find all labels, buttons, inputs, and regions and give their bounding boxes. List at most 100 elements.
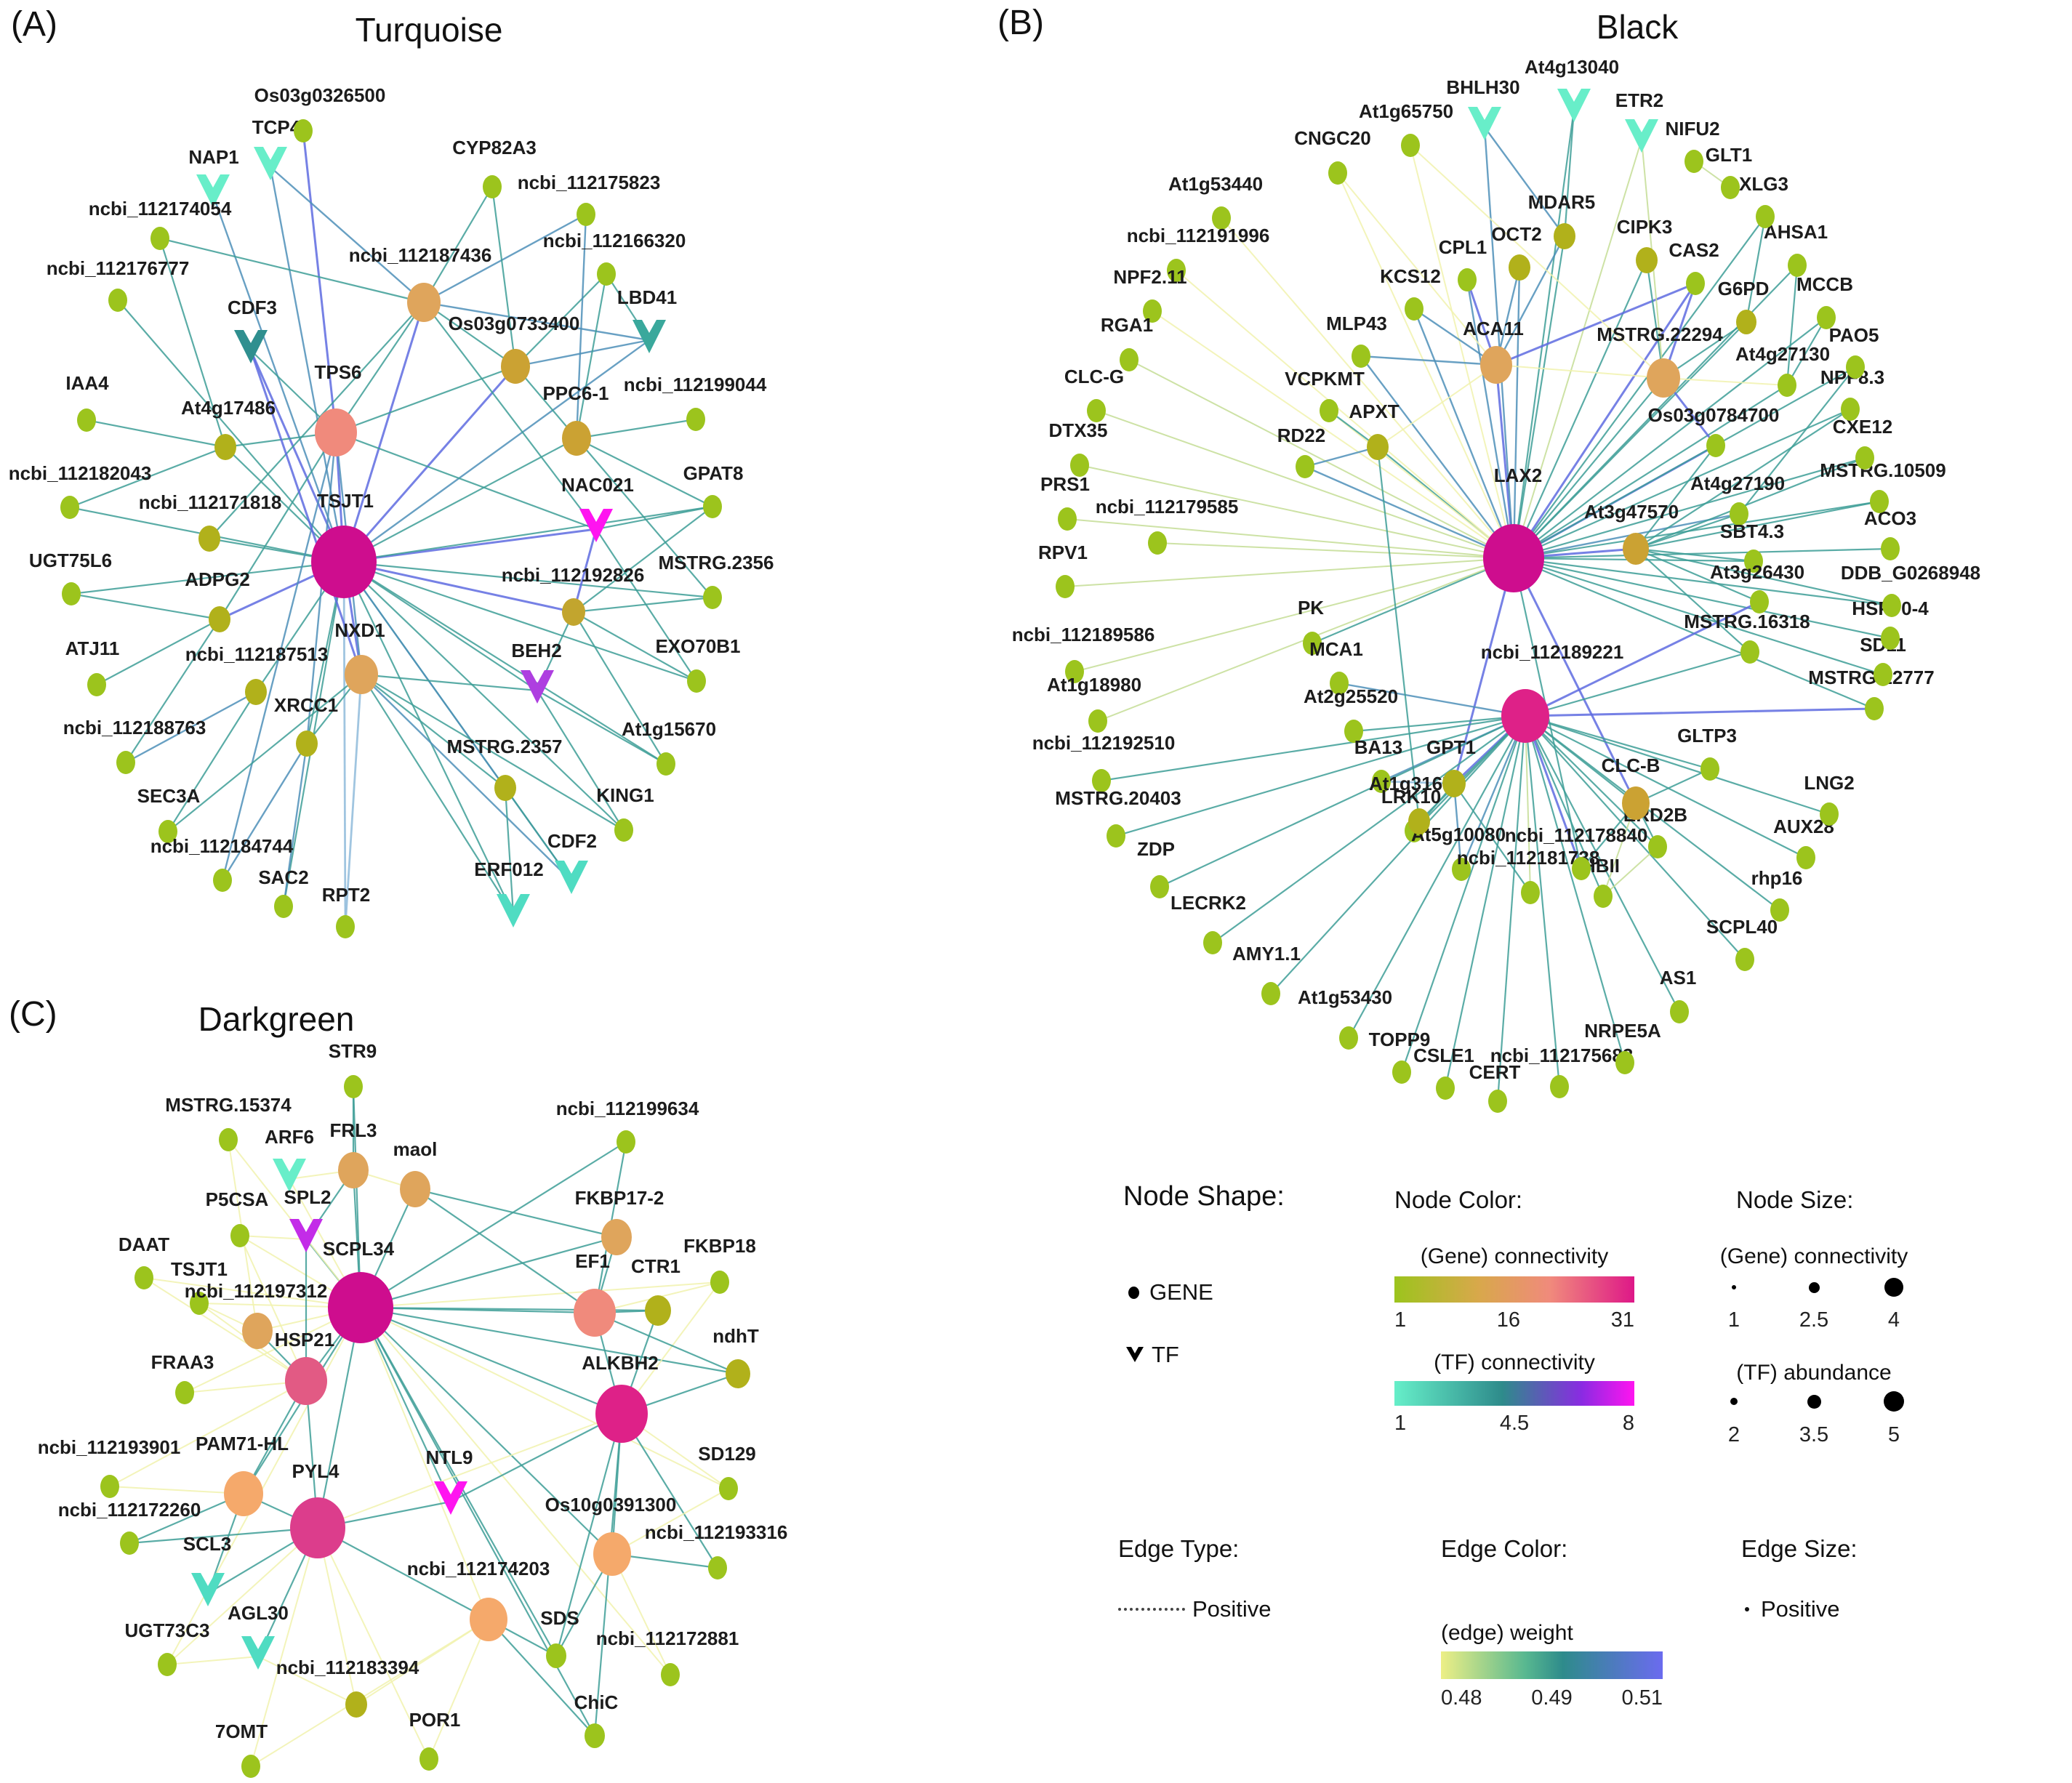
- node-ncbi_112175823[interactable]: [577, 203, 595, 226]
- node-RPT2[interactable]: [336, 915, 355, 938]
- node-ncbi_112174203[interactable]: [470, 1598, 507, 1641]
- node-AHSA1[interactable]: [1788, 254, 1807, 277]
- node-CDF2[interactable]: [555, 861, 588, 894]
- node-At1g31672[interactable]: [1408, 808, 1430, 834]
- node-ncbi_112172260[interactable]: [120, 1532, 139, 1555]
- node-HBII[interactable]: [1594, 885, 1613, 908]
- node-TOPP9[interactable]: [1392, 1060, 1411, 1084]
- node-CPL1[interactable]: [1458, 268, 1477, 291]
- node-MSTRG.16318[interactable]: [1740, 640, 1759, 664]
- node-CLC-B[interactable]: [1622, 786, 1650, 820]
- node-GLT1[interactable]: [1721, 176, 1740, 199]
- node-LBD41[interactable]: [633, 320, 666, 353]
- node-ncbi_112181738[interactable]: [1521, 881, 1540, 904]
- node-VCPKMT[interactable]: [1320, 399, 1338, 422]
- node-ncbi_112193901[interactable]: [100, 1475, 119, 1498]
- node-EF1[interactable]: [574, 1289, 616, 1337]
- node-G6PD[interactable]: [1736, 310, 1756, 334]
- node-MSTRG.20403[interactable]: [1107, 824, 1125, 848]
- node-PPC6-1[interactable]: [562, 421, 591, 456]
- node-PAO5[interactable]: [1846, 355, 1865, 379]
- node-At4g17486[interactable]: [214, 434, 236, 460]
- node-7OMT[interactable]: [241, 1755, 260, 1778]
- node-ncbi_112193316[interactable]: [708, 1556, 727, 1579]
- node-HSP70-4[interactable]: [1881, 627, 1900, 650]
- node-AS1[interactable]: [1670, 1000, 1689, 1023]
- node-MCA1[interactable]: [1330, 672, 1349, 695]
- node-ncbi_112179585[interactable]: [1148, 531, 1167, 555]
- node-ACO3[interactable]: [1881, 537, 1900, 560]
- node-SEC3A[interactable]: [158, 820, 177, 843]
- node-TCP4[interactable]: [254, 147, 287, 180]
- node-At1g15670[interactable]: [656, 752, 675, 776]
- node-PK[interactable]: [1303, 632, 1322, 655]
- node-ncbi_112184744[interactable]: [213, 869, 232, 892]
- node-ACA11[interactable]: [1480, 346, 1512, 384]
- node-NAP1[interactable]: [196, 174, 230, 208]
- node-At1g53440[interactable]: [1212, 206, 1231, 230]
- node-NIFU2[interactable]: [1684, 150, 1703, 173]
- node-MSTRG.2356[interactable]: [703, 586, 722, 609]
- node-SPL2[interactable]: [289, 1219, 323, 1252]
- node-NPF2.11[interactable]: [1143, 299, 1162, 323]
- node-AUX28[interactable]: [1796, 846, 1815, 869]
- node-SCPL34[interactable]: [328, 1272, 393, 1343]
- node-CIPK3[interactable]: [1636, 247, 1658, 273]
- node-CERT[interactable]: [1488, 1090, 1507, 1113]
- node-At2g25520[interactable]: [1344, 720, 1363, 743]
- node-LNG2[interactable]: [1820, 802, 1839, 826]
- node-NTL9[interactable]: [434, 1481, 467, 1515]
- node-MSTRG.2357[interactable]: [494, 775, 516, 801]
- node-ERD2B[interactable]: [1648, 835, 1667, 858]
- node-TPS6[interactable]: [315, 408, 357, 456]
- node-GLTP3[interactable]: [1700, 757, 1719, 781]
- node-SD11[interactable]: [1874, 663, 1892, 686]
- node-HSP21[interactable]: [285, 1357, 327, 1405]
- node-CYP82A3[interactable]: [483, 175, 502, 198]
- node-MDAR5[interactable]: [1554, 223, 1575, 249]
- node-FKBP18[interactable]: [710, 1271, 729, 1294]
- node-ncbi_112171818[interactable]: [198, 526, 220, 552]
- node-SBT4.3[interactable]: [1744, 550, 1763, 573]
- node-BHLH30[interactable]: [1468, 107, 1501, 140]
- node-ncbi_112192510[interactable]: [1092, 769, 1111, 792]
- node-At1g18980[interactable]: [1088, 709, 1107, 733]
- node-UGT73C3[interactable]: [158, 1653, 177, 1676]
- node-FKBP17-2[interactable]: [601, 1219, 632, 1255]
- node-ncbi_112174054[interactable]: [150, 227, 169, 250]
- node-OCT2[interactable]: [1509, 254, 1530, 281]
- node-ERF012[interactable]: [497, 894, 530, 927]
- node-CTR1[interactable]: [645, 1295, 671, 1326]
- node-ncbi_112187436[interactable]: [407, 283, 441, 322]
- node-MSTRG.15374[interactable]: [219, 1128, 238, 1151]
- node-At3g26430[interactable]: [1750, 590, 1769, 613]
- node-TSJT1_C[interactable]: [190, 1292, 209, 1315]
- node-ETR2[interactable]: [1625, 119, 1658, 153]
- node-At4g27130[interactable]: [1778, 374, 1796, 397]
- node-SDS[interactable]: [546, 1643, 566, 1668]
- node-LECRK2[interactable]: [1203, 931, 1222, 954]
- node-ALKBH2[interactable]: [595, 1385, 648, 1443]
- node-SCPL40[interactable]: [1735, 948, 1754, 971]
- node-POR1[interactable]: [419, 1747, 438, 1771]
- node-At1g53430[interactable]: [1339, 1026, 1358, 1050]
- node-ncbi_112176777[interactable]: [108, 289, 127, 312]
- node-UGT75L6[interactable]: [62, 582, 81, 605]
- node-P5CSA[interactable]: [230, 1224, 249, 1247]
- node-XLG3[interactable]: [1756, 205, 1775, 228]
- node-SD129[interactable]: [719, 1477, 738, 1500]
- node-At5g10080[interactable]: [1452, 858, 1471, 881]
- node-TSJT1[interactable]: [311, 526, 377, 598]
- node-Os03g0326500[interactable]: [294, 119, 313, 142]
- node-KING1[interactable]: [614, 818, 633, 842]
- node-ARF6[interactable]: [273, 1159, 306, 1192]
- node-DAAT[interactable]: [134, 1266, 153, 1289]
- node-KCS12[interactable]: [1405, 297, 1424, 321]
- node-AMY1.1[interactable]: [1261, 982, 1280, 1005]
- node-ncbi_112192826[interactable]: [562, 598, 585, 626]
- node-NRPE5A[interactable]: [1615, 1051, 1634, 1074]
- node-RGA1[interactable]: [1120, 348, 1139, 371]
- node-ncbi_112188763[interactable]: [116, 751, 135, 774]
- node-MSTRG.10509[interactable]: [1870, 490, 1889, 513]
- node-ncbi_112189221[interactable]: [1501, 689, 1549, 743]
